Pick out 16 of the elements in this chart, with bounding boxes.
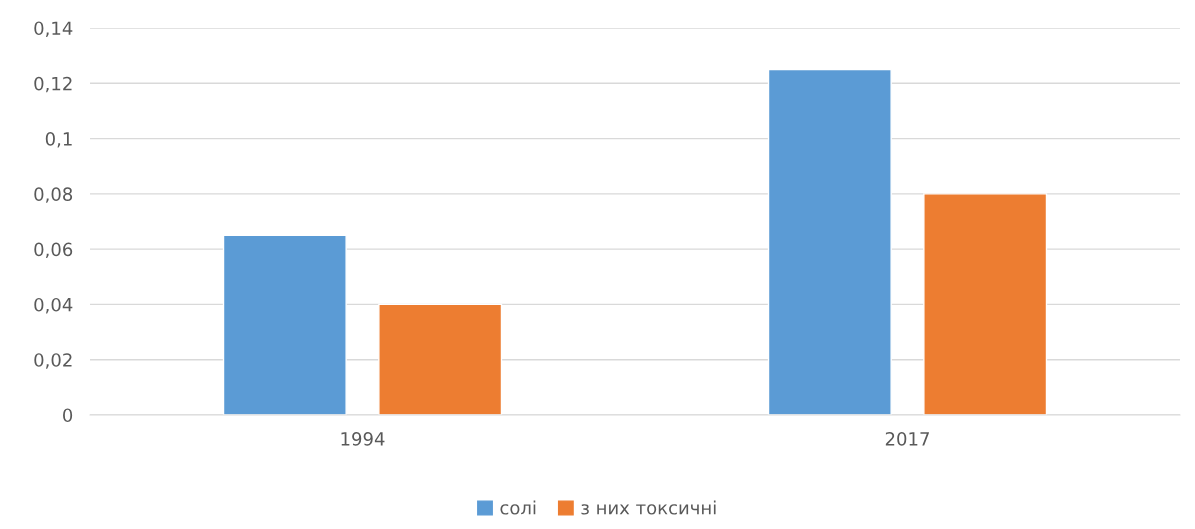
bar — [378, 303, 503, 415]
y-tick-label: 0,06 — [34, 242, 73, 259]
x-tick-label: 1994 — [341, 431, 385, 446]
bar — [767, 68, 892, 415]
legend-label: солі — [500, 500, 536, 515]
y-tick-label: 0,14 — [34, 21, 73, 37]
bar — [923, 193, 1048, 415]
x-tick-label: 2017 — [885, 431, 929, 446]
y-tick-label: 0,08 — [34, 187, 73, 203]
y-tick-label: 0,04 — [34, 297, 73, 314]
y-tick-label: 0 — [63, 408, 73, 423]
y-tick-label: 0,1 — [45, 132, 72, 148]
y-tick-label: 0,02 — [34, 353, 72, 369]
legend-label: з них токсичні — [581, 500, 716, 515]
bar — [222, 234, 347, 415]
y-tick-label: 0,12 — [34, 76, 72, 93]
